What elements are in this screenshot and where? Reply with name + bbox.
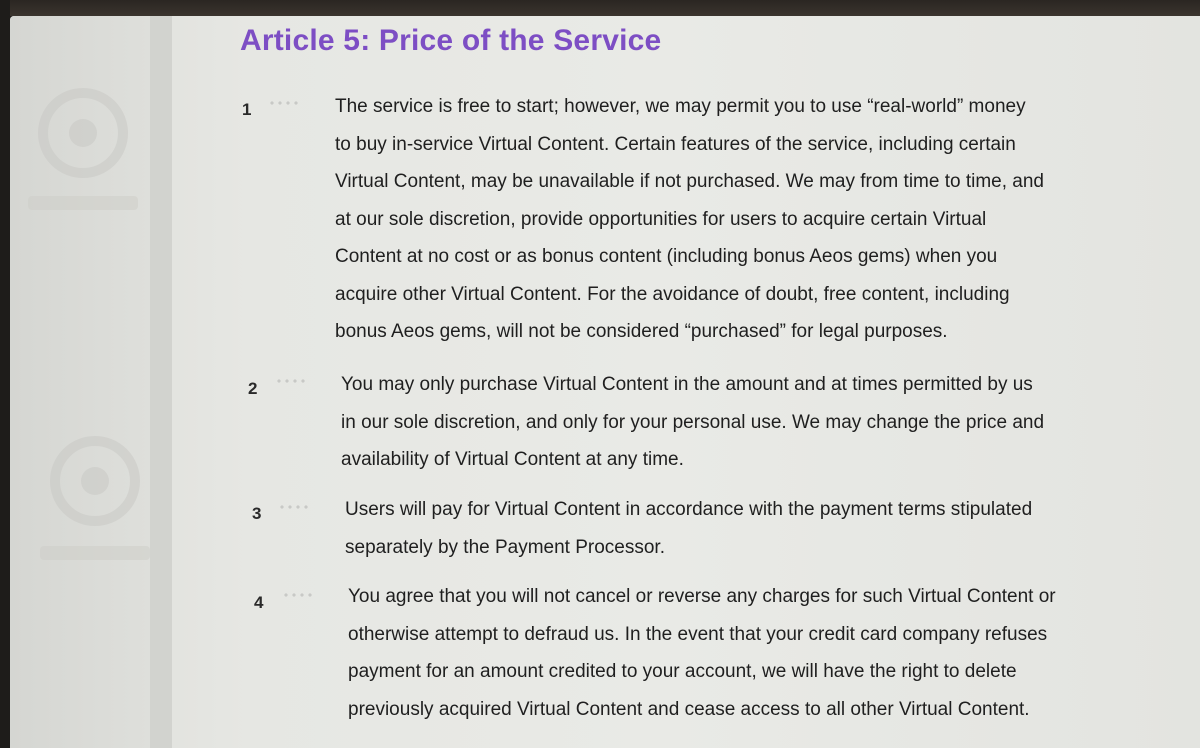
left-sidebar-strip [10,16,150,748]
terms-screen: Article 5: Price of the Service 1 The se… [10,16,1200,748]
sidebar-divider [150,16,172,748]
logo-watermark-icon [38,88,128,178]
dotted-leader-icon [278,505,312,509]
clause-text: You agree that you will not cancel or re… [348,586,1056,720]
dotted-leader-icon [268,101,302,105]
logo-watermark-center [69,119,97,147]
clause-number: 4 [254,593,264,612]
logo-watermark-wordmark [40,546,150,560]
clause-text: The service is free to start; however, w… [335,96,1044,342]
logo-watermark-icon [50,436,140,526]
logo-watermark-center [81,467,109,495]
clause-text: Users will pay for Virtual Content in ac… [345,499,1033,558]
dotted-leader-icon [282,593,316,597]
device-bezel-top [0,0,1200,16]
logo-watermark-wordmark [28,196,138,210]
clause-number: 1 [242,100,252,119]
clause-number: 2 [248,379,258,398]
article-title: Article 5: Price of the Service [240,24,662,57]
dotted-leader-icon [275,379,309,383]
clause-text: You may only purchase Virtual Content in… [341,374,1045,470]
device-bezel-left [0,0,10,748]
clause-number: 3 [252,504,262,523]
